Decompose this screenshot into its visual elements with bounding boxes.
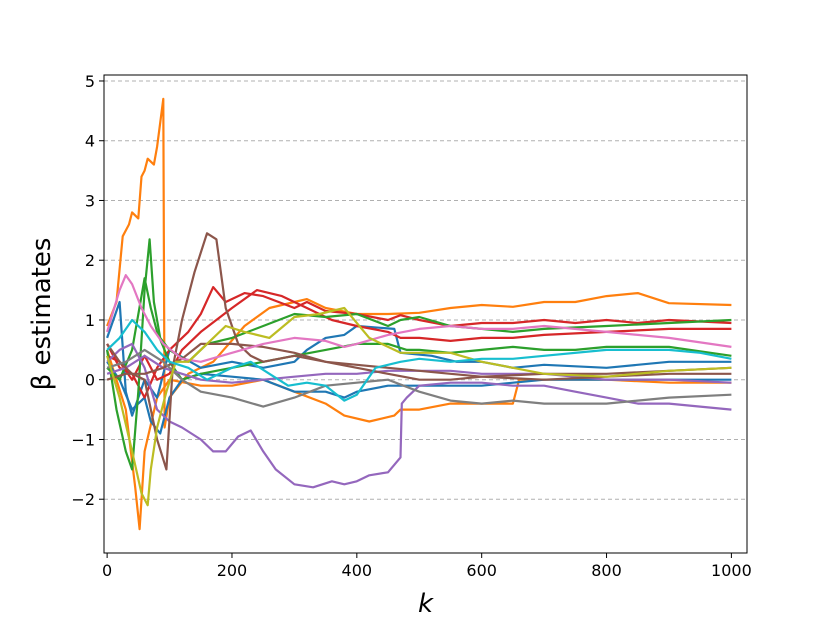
y-tick-label: 5	[85, 72, 95, 91]
series-line-8	[106, 277, 732, 381]
x-tick-label: 600	[466, 561, 497, 580]
x-axis: 0 200 400 600 800 1000	[102, 553, 752, 580]
plot-frame	[103, 74, 748, 554]
y-axis: −2 −1 0 1 2 3 4 5	[71, 72, 104, 509]
x-tick-label: 0	[102, 561, 112, 580]
x-tick-label: 200	[217, 561, 248, 580]
x-tick-label: 1000	[711, 561, 752, 580]
y-tick-label: 1	[85, 311, 95, 330]
y-axis-title: β estimates	[27, 238, 57, 391]
x-tick-label: 800	[591, 561, 622, 580]
y-tick-label: 2	[85, 251, 95, 270]
grid-lines	[104, 80, 747, 500]
series-line-2	[106, 349, 732, 531]
series-line-4	[106, 361, 732, 435]
series-line-14	[106, 348, 732, 408]
series-line-13	[106, 274, 732, 363]
x-axis-title: k	[418, 589, 434, 619]
series-line-5	[106, 286, 732, 399]
y-tick-label: 0	[85, 371, 95, 390]
y-tick-label: −2	[71, 490, 95, 509]
series-line-15	[106, 306, 732, 507]
y-tick-label: 4	[85, 132, 95, 151]
y-tick-label: 3	[85, 191, 95, 210]
x-tick-label: 400	[342, 561, 373, 580]
series-line-12	[106, 342, 732, 381]
series-line-16	[106, 318, 732, 402]
series-line-1	[106, 97, 732, 429]
y-tick-label: −1	[71, 430, 95, 449]
series-line-9	[106, 342, 732, 489]
series-lines	[106, 97, 732, 531]
